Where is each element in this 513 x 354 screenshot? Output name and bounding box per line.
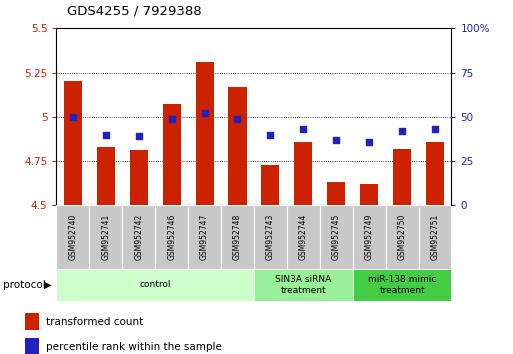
Text: GSM952749: GSM952749 [365, 214, 373, 261]
Bar [122, 205, 155, 269]
Bar [56, 269, 254, 301]
Text: ▶: ▶ [44, 280, 51, 290]
Bar [195, 62, 213, 205]
Bar [254, 269, 353, 301]
Bar [64, 81, 82, 205]
Point [332, 137, 340, 143]
Point [201, 110, 209, 116]
Bar [386, 205, 419, 269]
Point [69, 114, 77, 120]
Text: GSM952743: GSM952743 [266, 214, 275, 261]
Bar [261, 165, 280, 205]
Text: SIN3A siRNA
treatment: SIN3A siRNA treatment [275, 275, 331, 295]
Text: GSM952747: GSM952747 [200, 214, 209, 261]
Bar [97, 147, 115, 205]
Bar [294, 142, 312, 205]
Text: GSM952740: GSM952740 [68, 214, 77, 261]
Text: GSM952741: GSM952741 [101, 214, 110, 260]
Text: protocol: protocol [3, 280, 45, 290]
Point [365, 139, 373, 144]
Text: transformed count: transformed count [46, 317, 143, 327]
Point [266, 132, 274, 137]
Text: GSM952744: GSM952744 [299, 214, 308, 261]
Text: GSM952750: GSM952750 [398, 214, 407, 261]
Text: GSM952746: GSM952746 [167, 214, 176, 261]
Bar [130, 150, 148, 205]
Bar [419, 205, 451, 269]
Text: GDS4255 / 7929388: GDS4255 / 7929388 [67, 5, 201, 18]
Text: GSM952748: GSM952748 [233, 214, 242, 260]
Text: miR-138 mimic
treatment: miR-138 mimic treatment [368, 275, 436, 295]
Bar [426, 142, 444, 205]
Bar [221, 205, 254, 269]
Text: control: control [140, 280, 171, 290]
Bar [353, 269, 451, 301]
Bar [155, 205, 188, 269]
Bar [25, 338, 39, 354]
Text: percentile rank within the sample: percentile rank within the sample [46, 342, 222, 352]
Point [299, 126, 307, 132]
Text: GSM952751: GSM952751 [430, 214, 440, 260]
Point [398, 128, 406, 134]
Point [431, 126, 439, 132]
Bar [228, 87, 247, 205]
Bar [287, 205, 320, 269]
Bar [393, 149, 411, 205]
Point [168, 116, 176, 121]
Bar [254, 205, 287, 269]
Point [233, 116, 242, 121]
Text: GSM952742: GSM952742 [134, 214, 143, 260]
Bar [353, 205, 386, 269]
Bar [56, 205, 89, 269]
Bar [25, 313, 39, 330]
Point [134, 133, 143, 139]
Bar [327, 182, 345, 205]
Point [102, 132, 110, 137]
Bar [188, 205, 221, 269]
Bar [320, 205, 353, 269]
Bar [163, 104, 181, 205]
Text: GSM952745: GSM952745 [332, 214, 341, 261]
Bar [89, 205, 122, 269]
Bar [360, 184, 378, 205]
